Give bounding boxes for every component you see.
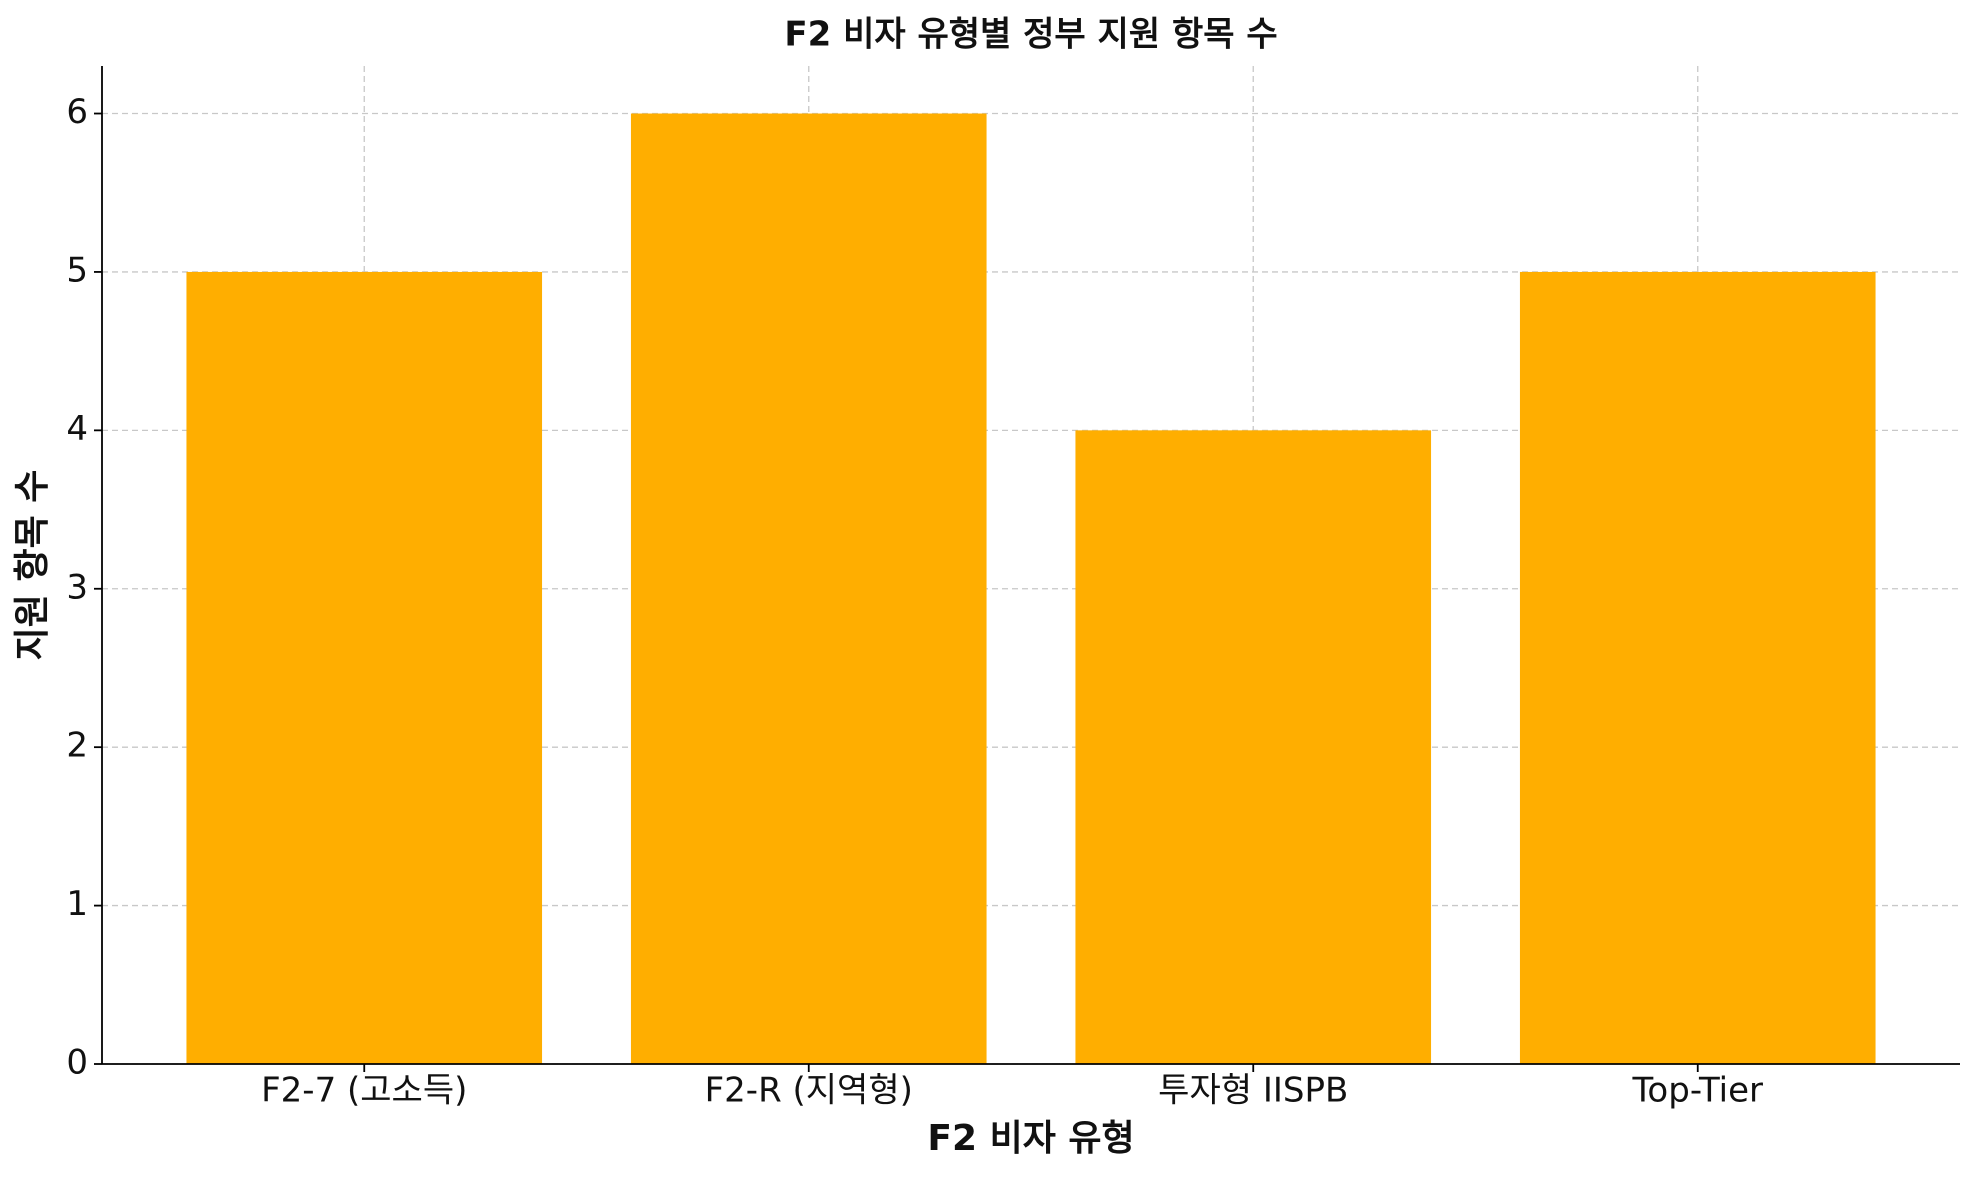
x-axis-label: F2 비자 유형 [927, 1118, 1134, 1159]
bar [1075, 430, 1432, 1064]
x-tick-label: F2-R (지역형) [705, 1071, 913, 1111]
y-tick-label: 0 [66, 1043, 88, 1083]
x-tick-label: F2-7 (고소득) [261, 1071, 467, 1111]
y-tick-label: 4 [66, 409, 88, 449]
bar [630, 113, 987, 1065]
y-tick-label: 3 [66, 567, 88, 607]
bar [1519, 271, 1876, 1064]
chart-title: F2 비자 유형별 정부 지원 항목 수 [784, 15, 1277, 55]
y-tick-label: 5 [66, 250, 88, 290]
x-tick-label: 투자형 IISPB [1158, 1071, 1348, 1111]
y-tick-label: 1 [66, 884, 88, 924]
x-tick-label: Top-Tier [1631, 1071, 1763, 1111]
bar [186, 271, 543, 1064]
y-tick-label: 2 [66, 726, 88, 766]
y-tick-label: 6 [66, 92, 88, 132]
y-axis-label: 지원 항목 수 [12, 470, 53, 661]
